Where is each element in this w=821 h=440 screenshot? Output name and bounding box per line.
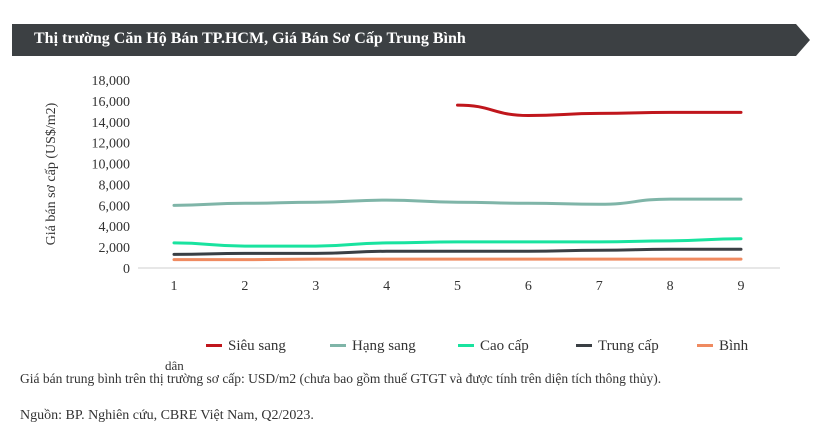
title-banner: Thị trường Căn Hộ Bán TP.HCM, Giá Bán Sơ… [12,24,810,56]
legend-item-trung-cap: Trung cấp [576,338,659,355]
source-note: Nguồn: BP. Nghiên cứu, CBRE Việt Nam, Q2… [20,408,314,423]
legend: Siêu sang Hạng sang Cao cấp Trung cấp Bì… [0,338,821,362]
legend-item-hang-sang: Hạng sang [330,338,416,355]
legend-item-cao-cap: Cao cấp [458,338,529,355]
y-tick-label: 0 [123,262,130,277]
y-tick-label: 8,000 [99,178,131,193]
series-line-3 [172,237,743,248]
legend-label-hang-sang: Hạng sang [352,338,416,354]
series-group [172,103,743,262]
x-tick-label: 3 [312,279,319,294]
legend-label-binh-dan: Bình [719,338,749,354]
x-tick-label: 5 [454,279,461,294]
x-tick-label: 8 [667,279,674,294]
x-tick-label: 4 [383,279,390,294]
x-tick-label: 2 [241,279,248,294]
legend-label-trung-cap: Trung cấp [598,338,659,354]
y-axis-ticks: 0 2,000 4,000 6,000 8,000 10,000 12,000 14,000 1… [92,74,131,277]
series-line-1 [456,103,743,118]
series-line-4 [172,247,743,256]
y-tick-label: 2,000 [99,241,131,256]
legend-item-binh-dan: Bình [697,338,748,355]
chart-title: Thị trường Căn Hộ Bán TP.HCM, Giá Bán Sơ… [34,30,466,47]
legend-swatch-sieu-sang [206,344,222,348]
legend-label-sieu-sang: Siêu sang [228,338,286,354]
title-banner-shape [12,24,810,56]
series-line-5 [172,257,743,262]
legend-item-sieu-sang: Siêu sang [206,338,286,355]
y-tick-label: 4,000 [99,220,131,235]
series-line-2 [172,197,743,207]
line-chart: 0 2,000 4,000 6,000 8,000 10,000 12,000 14,000 1… [44,74,780,294]
y-tick-label: 14,000 [92,116,131,131]
legend-swatch-hang-sang [330,344,346,348]
x-tick-label: 6 [525,279,532,294]
legend-swatch-binh-dan [697,344,713,348]
y-tick-label: 10,000 [92,158,131,173]
footnote: Giá bán trung bình trên thị trường sơ cấ… [20,371,662,386]
x-tick-label: 9 [738,279,745,294]
x-axis-ticks: 1 2 3 4 5 6 7 8 9 [171,279,745,294]
legend-overflow-text: dân [165,358,184,373]
legend-swatch-cao-cap [458,344,474,348]
y-tick-label: 18,000 [92,74,131,89]
x-tick-label: 7 [596,279,603,294]
y-axis-label: Giá bán sơ cấp (US$/m2) [44,102,59,245]
x-tick-label: 1 [171,279,178,294]
y-tick-label: 12,000 [92,137,131,152]
legend-label-cao-cap: Cao cấp [480,338,529,354]
legend-swatch-trung-cap [576,344,592,348]
y-tick-label: 16,000 [92,95,131,110]
y-tick-label: 6,000 [99,199,131,214]
